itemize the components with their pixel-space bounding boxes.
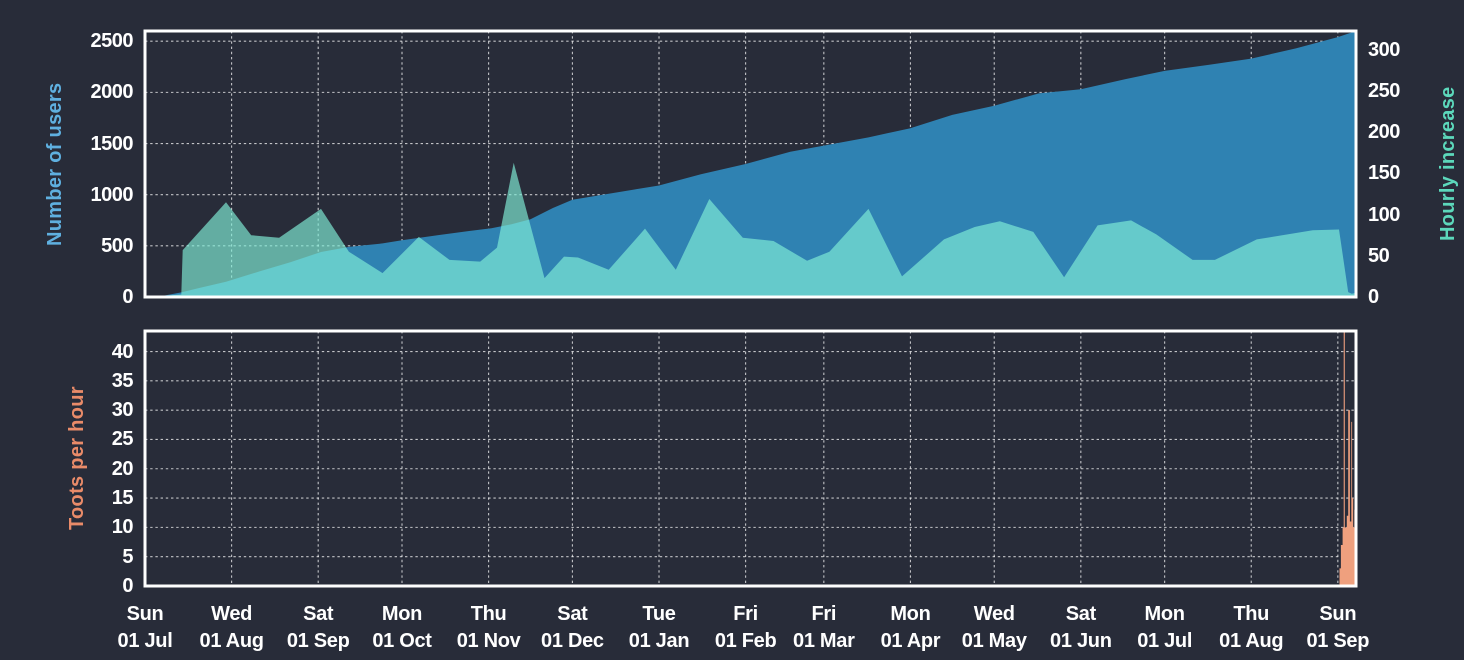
toots-per-hour-area — [1338, 331, 1356, 586]
y-tick-label: 25 — [111, 428, 134, 451]
x-tick-label: Sat 01 Sep — [252, 601, 384, 655]
gridlines — [145, 331, 1356, 586]
y-tick-label: 0 — [122, 575, 133, 597]
x-tick-weekday: Sat — [557, 603, 588, 625]
y-tick-label: 30 — [111, 399, 134, 422]
x-tick-label: Wed 01 Aug — [166, 601, 298, 655]
hourly-increase-area — [145, 162, 1356, 297]
x-tick-weekday: Thu — [470, 603, 507, 625]
x-tick-label: Sat 01 Jun — [1015, 601, 1147, 655]
x-tick-date: 01 Jul — [117, 630, 173, 652]
x-tick-label: Fri 01 Feb — [680, 601, 812, 655]
y-tick-label: 40 — [111, 340, 134, 363]
y-tick-label: 1500 — [90, 132, 134, 155]
x-tick-weekday: Wed — [973, 603, 1015, 625]
x-tick-date: 01 Dec — [541, 630, 604, 652]
y-tick-label-right: 250 — [1368, 80, 1400, 103]
y-tick-label-right: 300 — [1368, 38, 1400, 61]
x-tick-date: 01 Aug — [1219, 630, 1284, 652]
x-tick-weekday: Sun — [1319, 603, 1357, 625]
x-tick-weekday: Wed — [211, 603, 253, 625]
y-tick-label-right: 50 — [1368, 244, 1390, 267]
x-tick-label: Mon 01 Apr — [844, 601, 976, 655]
x-tick-weekday: Mon — [1144, 603, 1186, 625]
x-tick-date: 01 Apr — [880, 630, 941, 652]
plot-border — [143, 29, 1358, 299]
x-tick-label: Sun 01 Sep — [1272, 601, 1404, 655]
x-tick-date: 01 May — [961, 630, 1027, 652]
x-tick-date: 01 Oct — [372, 630, 432, 652]
x-tick-label: Sun 01 Jul — [79, 601, 211, 655]
x-tick-weekday: Sat — [1065, 603, 1097, 625]
x-tick-weekday: Tue — [642, 603, 676, 625]
y-tick-label: 1000 — [90, 183, 134, 206]
y-tick-label-right: 100 — [1368, 203, 1400, 226]
x-tick-weekday: Sat — [303, 603, 334, 625]
x-tick-weekday: Fri — [811, 603, 837, 625]
number-of-users-area — [145, 31, 1356, 297]
plot-border — [143, 329, 1358, 588]
x-tick-label: Fri 01 Mar — [758, 601, 890, 655]
x-tick-label: Wed 01 May — [928, 601, 1060, 655]
x-tick-label: Thu 01 Nov — [423, 601, 555, 655]
y-tick-label: 15 — [111, 487, 134, 510]
y-tick-label: 2000 — [90, 81, 134, 104]
x-tick-weekday: Sun — [126, 603, 164, 625]
x-tick-label: Mon 01 Jul — [1099, 601, 1231, 655]
x-tick-label: Mon 01 Oct — [336, 601, 468, 655]
y-tick-label-right: 0 — [1368, 286, 1379, 308]
x-tick-date: 01 Feb — [714, 630, 777, 652]
x-tick-weekday: Mon — [890, 603, 931, 625]
x-tick-date: 01 Sep — [286, 630, 350, 652]
x-tick-date: 01 Jul — [1137, 630, 1193, 652]
x-tick-label: Tue 01 Jan — [593, 601, 725, 655]
y-tick-label: 500 — [101, 234, 133, 257]
y-tick-label: 35 — [111, 369, 134, 392]
y-tick-label: 0 — [122, 286, 133, 308]
y-tick-label: 10 — [111, 516, 134, 539]
x-tick-label: Sat 01 Dec — [506, 601, 638, 655]
y-tick-label-right: 200 — [1368, 121, 1400, 144]
x-tick-date: 01 Nov — [456, 630, 521, 652]
y-tick-label: 2500 — [90, 30, 134, 53]
x-tick-date: 01 Aug — [199, 630, 264, 652]
y-tick-label-right: 150 — [1368, 162, 1400, 185]
x-tick-weekday: Fri — [733, 603, 758, 625]
x-tick-date: 01 Sep — [1306, 630, 1370, 652]
x-tick-date: 01 Jan — [628, 630, 690, 652]
hourly-increase-axis-title: Hourly increase — [1437, 86, 1459, 242]
x-tick-date: 01 Jun — [1050, 630, 1112, 652]
x-tick-weekday: Mon — [381, 603, 423, 625]
y-tick-label: 5 — [122, 545, 133, 568]
x-tick-date: 01 Mar — [793, 630, 855, 652]
x-tick-label: Thu 01 Aug — [1185, 601, 1317, 655]
y-tick-label: 20 — [111, 457, 134, 480]
x-tick-weekday: Thu — [1233, 603, 1270, 625]
